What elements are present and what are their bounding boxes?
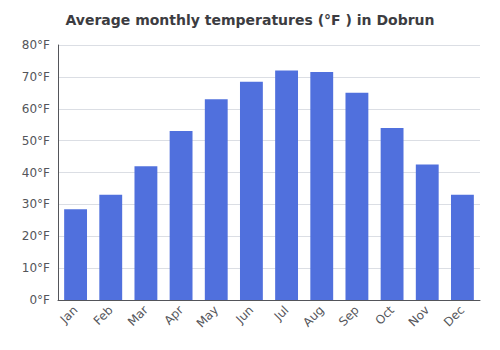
svg-text:80°F: 80°F [22, 38, 50, 52]
svg-text:Dec: Dec [441, 303, 467, 329]
svg-text:Sep: Sep [336, 303, 362, 329]
svg-text:Jan: Jan [57, 303, 81, 327]
svg-text:30°F: 30°F [22, 197, 50, 211]
svg-text:Aug: Aug [300, 303, 326, 329]
svg-text:40°F: 40°F [22, 166, 50, 180]
svg-text:May: May [194, 303, 221, 330]
svg-text:20°F: 20°F [22, 229, 50, 243]
svg-text:Feb: Feb [91, 303, 116, 328]
svg-text:Average monthly temperatures (: Average monthly temperatures (°F ) in Do… [65, 12, 434, 28]
svg-text:Oct: Oct [372, 303, 397, 328]
svg-text:10°F: 10°F [22, 261, 50, 275]
svg-text:Nov: Nov [406, 303, 432, 329]
svg-text:50°F: 50°F [22, 134, 50, 148]
svg-text:Jul: Jul [271, 303, 292, 324]
svg-text:Mar: Mar [125, 303, 151, 329]
svg-text:70°F: 70°F [22, 70, 50, 84]
svg-text:0°F: 0°F [29, 293, 50, 307]
svg-text:Apr: Apr [161, 303, 186, 328]
svg-text:60°F: 60°F [22, 102, 50, 116]
svg-text:Jun: Jun [233, 303, 257, 327]
